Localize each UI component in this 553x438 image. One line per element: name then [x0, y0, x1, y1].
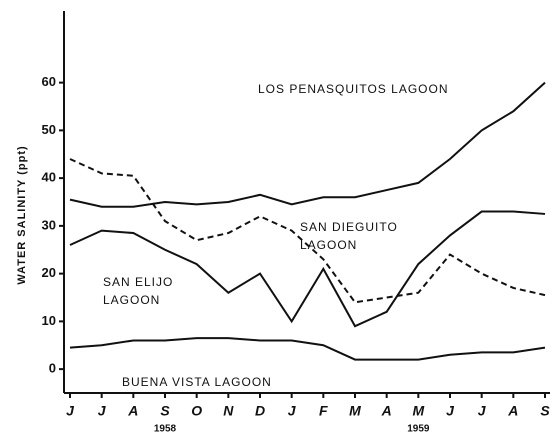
x-tick-label: J: [478, 403, 487, 419]
y-tick-label: 10: [42, 313, 56, 328]
y-tick-label: 0: [49, 361, 56, 376]
x-tick-label: A: [127, 403, 138, 419]
x-tick-label: J: [98, 403, 107, 419]
y-tick-label: 30: [42, 217, 56, 232]
series-line: [69, 337, 546, 361]
x-tick-label: A: [507, 403, 518, 419]
y-tick-label: 60: [42, 74, 56, 89]
x-tick-label: M: [349, 403, 361, 419]
series-label: BUENA VISTA LAGOON: [122, 375, 272, 389]
year-label: 1958: [154, 424, 177, 435]
series-label: LOS PENASQUITOS LAGOON: [258, 82, 449, 96]
x-tick-label: F: [319, 403, 328, 419]
x-tick-label: S: [540, 403, 550, 419]
x-tick-label: J: [446, 403, 455, 419]
y-axis-label: WATER SALINITY (ppt): [16, 145, 28, 284]
x-tick-label: J: [66, 403, 75, 419]
x-tick-label: A: [381, 403, 392, 419]
series-line: [69, 81, 546, 208]
x-tick-label: M: [412, 403, 424, 419]
series-label: LAGOON: [103, 293, 160, 307]
series-label: SAN ELIJO: [103, 275, 173, 289]
year-label: 1959: [407, 424, 430, 435]
y-tick-label: 20: [42, 265, 56, 280]
x-tick-label: D: [255, 403, 265, 419]
x-tick-label: N: [223, 403, 234, 419]
x-tick-label: J: [288, 403, 297, 419]
series-label: SAN DIEGUITO: [300, 220, 398, 234]
series-line: [69, 158, 546, 304]
x-tick-label: O: [191, 403, 202, 419]
series-label: LAGOON: [300, 238, 357, 252]
x-tick-label: S: [160, 403, 170, 419]
y-tick-label: 40: [42, 170, 56, 185]
y-tick-label: 50: [42, 122, 56, 137]
series-line: [69, 210, 546, 328]
